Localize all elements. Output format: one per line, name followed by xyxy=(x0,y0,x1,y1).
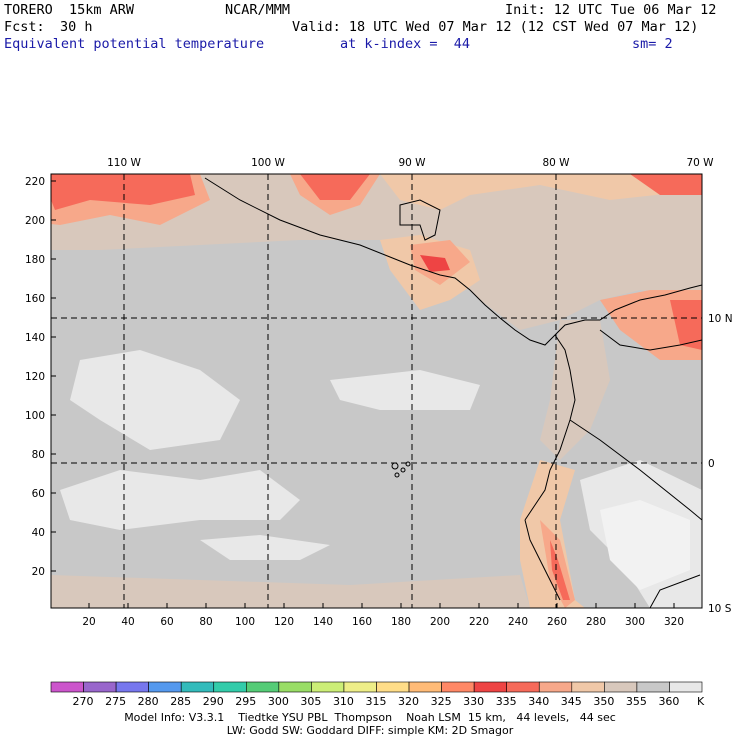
colorbar-level-label: 270 xyxy=(72,695,94,708)
lat-label-10n: 10 N xyxy=(708,313,733,325)
colorbar-level-label: 340 xyxy=(528,695,550,708)
y-label: 140 xyxy=(25,332,45,344)
coastlines xyxy=(204,177,702,608)
lon-label-70w: 70 W xyxy=(686,157,714,169)
latlon-grid xyxy=(51,174,702,608)
colorbar-swatch xyxy=(246,681,280,693)
colorbar-swatch xyxy=(506,681,540,693)
colorbar-level-label: 275 xyxy=(105,695,127,708)
x-label: 80 xyxy=(199,616,212,628)
x-label: 320 xyxy=(664,616,684,628)
colorbar-level-label: 285 xyxy=(170,695,192,708)
colorbar-swatch xyxy=(636,681,670,693)
y-label: 200 xyxy=(25,215,45,227)
y-label: 60 xyxy=(32,488,45,500)
field-shading xyxy=(51,174,702,608)
y-label: 160 xyxy=(25,293,45,305)
colorbar-swatch xyxy=(50,681,84,693)
colorbar-swatch xyxy=(213,681,247,693)
smoothing-info: sm= 2 xyxy=(632,36,673,52)
x-label: 20 xyxy=(82,616,95,628)
colorbar xyxy=(50,681,703,693)
colorbar-level-label: 325 xyxy=(430,695,452,708)
footer-physics-info: LW: Godd SW: Goddard DIFF: simple KM: 2D… xyxy=(226,724,514,737)
colorbar-level-label: 330 xyxy=(463,695,485,708)
forecast-hour: 30 h xyxy=(60,19,93,35)
colorbar-swatch xyxy=(343,681,377,693)
colorbar-level-label: 345 xyxy=(560,695,582,708)
x-label: 260 xyxy=(547,616,567,628)
init-time: Init: 12 UTC Tue 06 Mar 12 xyxy=(505,2,717,18)
y-label: 120 xyxy=(25,371,45,383)
colorbar-level-label: 305 xyxy=(300,695,322,708)
colorbar-level-label: 360 xyxy=(658,695,680,708)
x-label: 100 xyxy=(235,616,255,628)
lat-label-0: 0 xyxy=(708,458,715,470)
colorbar-level-label: 355 xyxy=(625,695,647,708)
forecast-label: Fcst: xyxy=(4,19,45,35)
map-frame xyxy=(50,173,703,609)
colorbar-swatch xyxy=(180,681,215,693)
colorbar-level-label: 315 xyxy=(365,695,387,708)
y-label: 20 xyxy=(32,566,45,578)
colorbar-level-label: 280 xyxy=(137,695,159,708)
colorbar-swatch xyxy=(148,681,182,693)
x-label: 140 xyxy=(313,616,333,628)
center-name: NCAR/MMM xyxy=(225,2,291,18)
x-label: 180 xyxy=(391,616,411,628)
x-label: 300 xyxy=(625,616,645,628)
y-label: 180 xyxy=(25,254,45,266)
y-label: 40 xyxy=(32,527,45,539)
lon-label-110w: 110 W xyxy=(107,157,141,169)
colorbar-swatch xyxy=(311,681,345,693)
lat-label-10s: 10 S xyxy=(708,603,732,615)
colorbar-swatch xyxy=(473,681,507,693)
x-label: 200 xyxy=(430,616,450,628)
x-label: 60 xyxy=(160,616,173,628)
colorbar-level-label: 335 xyxy=(495,695,517,708)
lon-label-100w: 100 W xyxy=(251,157,285,169)
x-label: 240 xyxy=(508,616,528,628)
model-title: TORERO 15km ARW xyxy=(4,2,135,18)
x-label: 40 xyxy=(121,616,134,628)
colorbar-swatch xyxy=(538,681,573,693)
y-label: 100 xyxy=(25,410,45,422)
y-label: 220 xyxy=(25,176,45,188)
x-label: 280 xyxy=(586,616,606,628)
colorbar-swatch xyxy=(571,681,605,693)
footer-model-info: Model Info: V3.3.1 Tiedtke YSU PBL Thomp… xyxy=(124,711,616,724)
colorbar-swatch xyxy=(604,681,638,693)
colorbar-level-label: 320 xyxy=(398,695,420,708)
colorbar-level-label: 300 xyxy=(267,695,289,708)
level-info: at k-index = 44 xyxy=(340,36,471,52)
colorbar-level-label: 295 xyxy=(235,695,257,708)
colorbar-level-label: 310 xyxy=(332,695,354,708)
colorbar-swatch xyxy=(278,681,312,693)
colorbar-swatch xyxy=(669,681,703,693)
lon-label-80w: 80 W xyxy=(542,157,570,169)
colorbar-swatch xyxy=(408,681,442,693)
colorbar-level-label: 350 xyxy=(593,695,615,708)
colorbar-swatch xyxy=(441,681,475,693)
x-label: 160 xyxy=(352,616,372,628)
x-label: 120 xyxy=(274,616,294,628)
colorbar-swatch xyxy=(376,681,410,693)
colorbar-swatch xyxy=(83,681,117,693)
valid-time: Valid: 18 UTC Wed 07 Mar 12 (12 CST Wed … xyxy=(292,19,699,35)
colorbar-level-label: 290 xyxy=(202,695,224,708)
colorbar-unit: K xyxy=(697,695,705,708)
field-name: Equivalent potential temperature xyxy=(4,36,265,52)
lon-label-90w: 90 W xyxy=(398,157,426,169)
y-label: 80 xyxy=(32,449,45,461)
x-label: 220 xyxy=(469,616,489,628)
colorbar-swatch xyxy=(115,681,149,693)
